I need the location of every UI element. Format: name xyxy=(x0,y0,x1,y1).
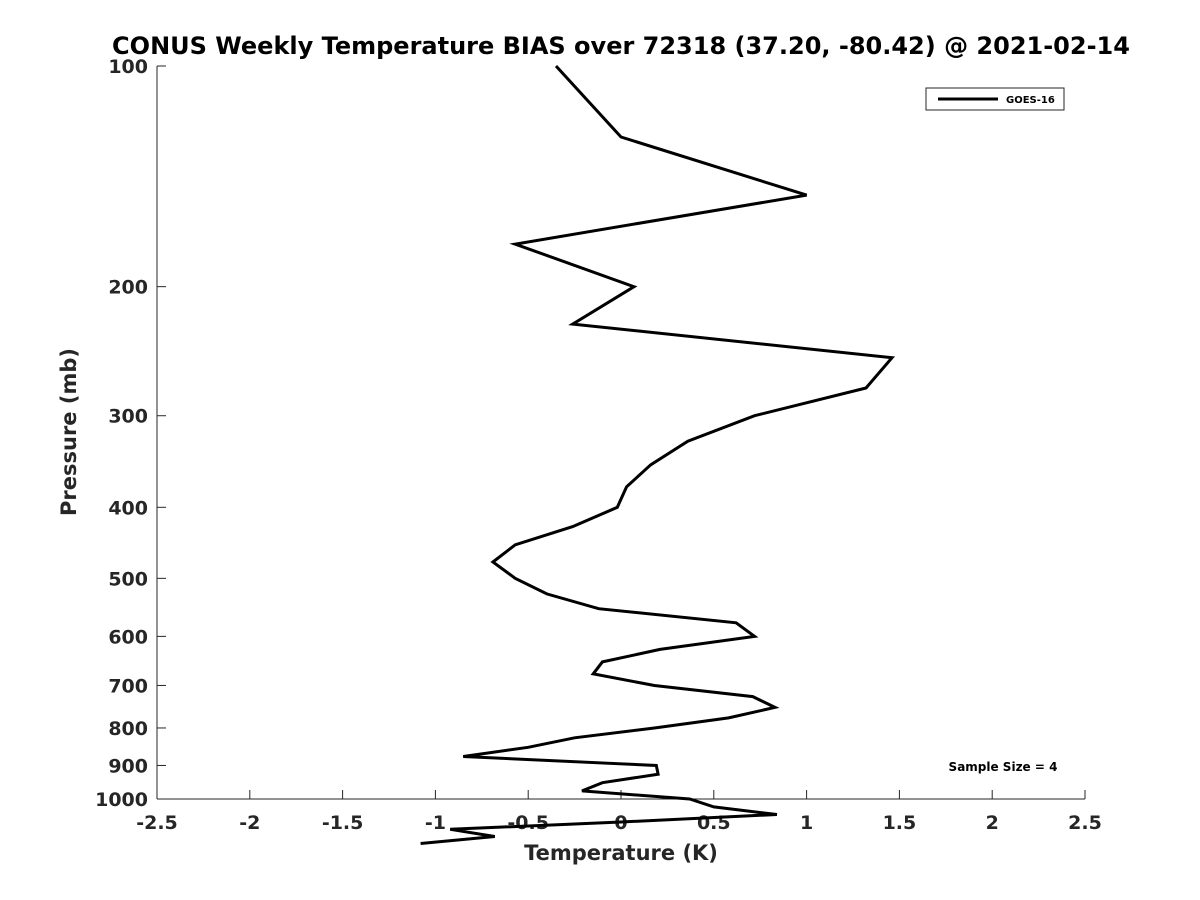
sample-size-annotation: Sample Size = 4 xyxy=(949,760,1058,774)
y-tick-label: 100 xyxy=(108,56,148,78)
y-tick-label: 1000 xyxy=(95,789,148,811)
legend: GOES-16 xyxy=(925,87,1065,111)
x-tick-label: 0.5 xyxy=(697,812,731,834)
y-tick-label: 600 xyxy=(108,626,148,648)
x-axis-label: Temperature (K) xyxy=(524,841,718,865)
y-tick-label: 900 xyxy=(108,755,148,777)
plot-area xyxy=(157,66,1085,799)
x-tick-label: 2.5 xyxy=(1068,812,1102,834)
y-axis-ticks: 100 200 300 400 500 600 700 800 900 1000 xyxy=(95,56,166,811)
series-layer xyxy=(420,64,895,845)
y-axis-label: Pressure (mb) xyxy=(57,348,81,516)
y-tick-label: 200 xyxy=(108,277,148,299)
x-tick-label: -1 xyxy=(425,812,446,834)
x-axis-ticks: -2.5 -2 -1.5 -1 -0.5 0 0.5 1 1.5 2 2.5 xyxy=(136,790,1102,834)
y-tick-label: 400 xyxy=(108,497,148,519)
x-tick-label: 1 xyxy=(800,812,813,834)
y-tick-label: 800 xyxy=(108,718,148,740)
x-tick-label: -1.5 xyxy=(322,812,364,834)
x-tick-label: -0.5 xyxy=(507,812,549,834)
x-tick-label: -2 xyxy=(239,812,260,834)
y-tick-label: 700 xyxy=(108,675,148,697)
x-tick-label: -2.5 xyxy=(136,812,178,834)
series-line-goes-16 xyxy=(420,64,895,845)
y-tick-label: 300 xyxy=(108,406,148,428)
chart-title: CONUS Weekly Temperature BIAS over 72318… xyxy=(112,32,1130,60)
x-tick-label: 1.5 xyxy=(883,812,917,834)
legend-label-goes-16: GOES-16 xyxy=(1006,95,1055,106)
x-tick-label: 2 xyxy=(986,812,999,834)
y-tick-label: 500 xyxy=(108,568,148,590)
